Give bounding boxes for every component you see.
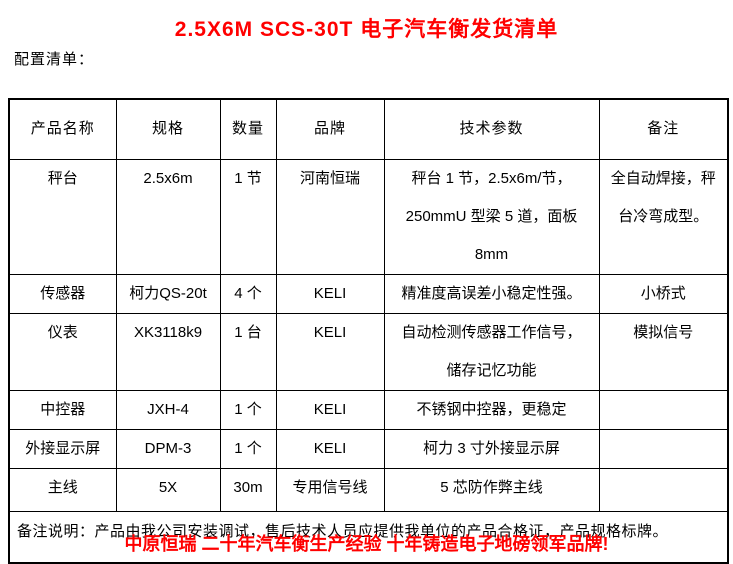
cell-remarks: [598, 389, 729, 430]
cell-qty: 1 个: [219, 389, 277, 430]
header-qty: 数量: [219, 98, 277, 160]
cell-remarks: 全自动焊接，秤 台冷弯成型。: [598, 158, 729, 275]
header-remarks: 备注: [598, 98, 729, 160]
table-row: 秤台 2.5x6m 1 节 河南恒瑞 秤台 1 节，2.5x6m/节， 250m…: [8, 158, 729, 275]
cell-spec: 5X: [115, 467, 221, 512]
table-row: 外接显示屏 DPM-3 1 个 KELI 柯力 3 寸外接显示屏: [8, 428, 729, 469]
cell-brand: KELI: [275, 428, 385, 469]
cell-product-name: 仪表: [8, 312, 117, 391]
tech-line: 储存记忆功能: [446, 361, 537, 379]
tech-line: 自动检测传感器工作信号，: [401, 323, 582, 341]
cell-remarks: [598, 428, 729, 469]
tech-line: 250mmU 型梁 5 道，面板 8mm: [405, 207, 578, 263]
tech-line: 秤台 1 节，2.5x6m/节，: [411, 169, 572, 187]
cell-spec: 柯力QS-20t: [115, 273, 221, 314]
cell-tech-params: 自动检测传感器工作信号， 储存记忆功能: [383, 312, 600, 391]
remark-line: 台冷弯成型。: [618, 207, 709, 225]
table-row: 中控器 JXH-4 1 个 KELI 不锈钢中控器，更稳定: [8, 389, 729, 430]
cell-qty: 1 台: [219, 312, 277, 391]
cell-remarks: [598, 467, 729, 512]
table-footer-row: 备注说明：产品由我公司安装调试，售后技术人员应提供我单位的产品合格证，产品规格标…: [8, 510, 729, 564]
cell-spec: XK3118k9: [115, 312, 221, 391]
cell-tech-params: 不锈钢中控器，更稳定: [383, 389, 600, 430]
header-tech-params: 技术参数: [383, 98, 600, 160]
cell-tech-params: 精准度高误差小稳定性强。: [383, 273, 600, 314]
shipping-list-table: 产品名称 规格 数量 品牌 技术参数 备注 秤台 2.5x6m 1 节 河南恒瑞…: [8, 98, 729, 564]
cell-remarks: 模拟信号: [598, 312, 729, 391]
cell-tech-params: 5 芯防作弊主线: [383, 467, 600, 512]
header-spec: 规格: [115, 98, 221, 160]
cell-spec: 2.5x6m: [115, 158, 221, 275]
cell-product-name: 外接显示屏: [8, 428, 117, 469]
cell-product-name: 主线: [8, 467, 117, 512]
cell-brand: 专用信号线: [275, 467, 385, 512]
cell-brand: 河南恒瑞: [275, 158, 385, 275]
table-row: 传感器 柯力QS-20t 4 个 KELI 精准度高误差小稳定性强。 小桥式: [8, 273, 729, 314]
cell-spec: JXH-4: [115, 389, 221, 430]
cell-product-name: 传感器: [8, 273, 117, 314]
header-brand: 品牌: [275, 98, 385, 160]
table-row: 主线 5X 30m 专用信号线 5 芯防作弊主线: [8, 467, 729, 512]
config-list-label: 配置清单：: [14, 51, 95, 68]
brand-slogan: 中原恒瑞 二十年汽车衡生产经验 十年铸造电子地磅领军品牌!: [124, 534, 609, 554]
table-row: 仪表 XK3118k9 1 台 KELI 自动检测传感器工作信号， 储存记忆功能…: [8, 312, 729, 391]
cell-qty: 1 个: [219, 428, 277, 469]
cell-brand: KELI: [275, 389, 385, 430]
cell-brand: KELI: [275, 273, 385, 314]
cell-qty: 1 节: [219, 158, 277, 275]
header-product-name: 产品名称: [8, 98, 117, 160]
table-header-row: 产品名称 规格 数量 品牌 技术参数 备注: [8, 98, 729, 160]
cell-tech-params: 柯力 3 寸外接显示屏: [383, 428, 600, 469]
remarks-note: 备注说明：产品由我公司安装调试，售后技术人员应提供我单位的产品合格证，产品规格标…: [8, 510, 729, 564]
cell-product-name: 中控器: [8, 389, 117, 430]
cell-brand: KELI: [275, 312, 385, 391]
cell-spec: DPM-3: [115, 428, 221, 469]
cell-remarks: 小桥式: [598, 273, 729, 314]
cell-product-name: 秤台: [8, 158, 117, 275]
cell-tech-params: 秤台 1 节，2.5x6m/节， 250mmU 型梁 5 道，面板 8mm: [383, 158, 600, 275]
cell-qty: 4 个: [219, 273, 277, 314]
cell-qty: 30m: [219, 467, 277, 512]
page-title: 2.5X6M SCS-30T 电子汽车衡发货清单: [174, 18, 559, 41]
remark-line: 全自动焊接，秤: [610, 169, 716, 187]
